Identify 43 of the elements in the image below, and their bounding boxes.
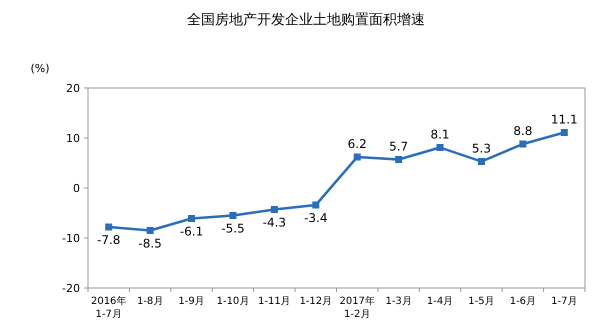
point [519, 140, 526, 148]
x-tick-label: 1-12月 [299, 296, 332, 307]
data-label: 8.1 [430, 128, 450, 142]
y-tick-label: 20 [66, 82, 80, 95]
point [146, 227, 154, 234]
data-label: 11.1 [550, 112, 578, 126]
data-label: -7.8 [96, 233, 120, 247]
data-label: 8.8 [513, 124, 532, 138]
x-tick-label: 1-3月 [385, 296, 412, 307]
data-label: -8.5 [138, 236, 162, 250]
data-label: 6.2 [348, 137, 367, 151]
data-label: 5.7 [389, 140, 408, 154]
x-tick-label: 1-7月 [551, 296, 578, 307]
chart-title: 全国房地产开发企业土地购置面积增速 [187, 12, 425, 28]
data-label: -6.1 [180, 224, 204, 238]
y-tick-label: 0 [73, 182, 80, 195]
x-tick-label: 1-10月 [216, 296, 250, 307]
x-tick-label: 1-4月 [426, 296, 454, 307]
x-tick-label: 1-5月 [468, 296, 495, 307]
point [105, 224, 112, 230]
point [478, 158, 485, 165]
point [395, 156, 402, 163]
point [312, 202, 320, 208]
y-axis-title: (%) [30, 62, 50, 75]
data-label: 5.3 [472, 142, 492, 156]
x-tick-label: 1-11月 [258, 296, 291, 307]
point [270, 206, 278, 213]
x-tick-label: 1-6月 [510, 296, 536, 307]
y-tick-label: 10 [66, 132, 80, 145]
y-tick-label: -20 [62, 282, 80, 295]
x-tick-label: 2017年 1-2月 [339, 295, 375, 320]
x-tick-label: 1-9月 [178, 296, 205, 307]
x-tick-label: 1-8月 [136, 296, 164, 307]
y-tick-label: -10 [62, 232, 80, 245]
point [560, 129, 568, 136]
point [188, 215, 196, 222]
data-label: -3.4 [304, 211, 328, 225]
point [229, 212, 236, 219]
point [436, 144, 444, 151]
data-label: -5.5 [221, 222, 245, 236]
point [354, 154, 361, 160]
x-tick-label: 2016年 1-7月 [90, 295, 126, 320]
data-label: -4.3 [262, 216, 286, 230]
